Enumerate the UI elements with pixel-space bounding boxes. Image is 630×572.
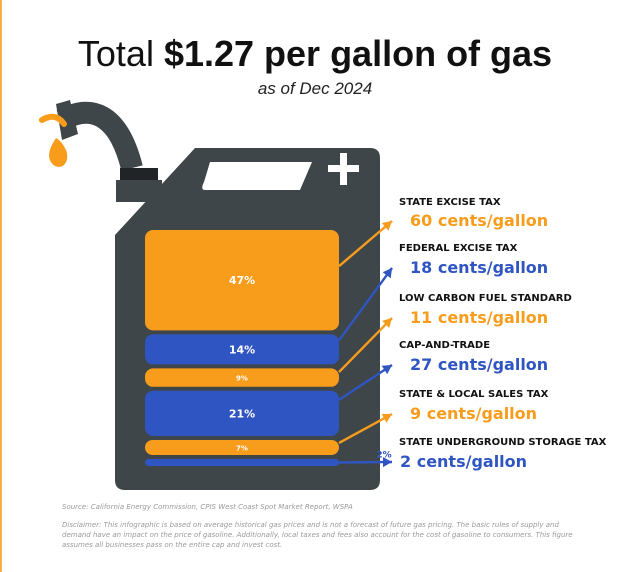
oil-drop-icon (39, 113, 68, 167)
segment-value-2: 18 cents/gallon (410, 258, 549, 277)
segment-arrowhead-2 (382, 268, 392, 279)
segment-arrow-3 (338, 317, 393, 373)
segment-value-1: 60 cents/gallon (410, 211, 549, 230)
segment-bar-3 (145, 368, 339, 387)
left-accent-rule (0, 0, 2, 572)
segment-percent-3: 9% (236, 375, 248, 383)
segment-value-3: 11 cents/gallon (410, 308, 549, 327)
segment-arrow-1 (338, 220, 393, 268)
segment-bar-4 (145, 390, 339, 436)
segment-bar-2 (145, 334, 339, 365)
chart-arrows (338, 220, 393, 468)
chart-segments: 47% 14% 9% 21% 7% 2% (145, 230, 392, 466)
segment-name-1: STATE EXCISE TAX (399, 197, 501, 208)
segment-value-4: 27 cents/gallon (410, 355, 549, 374)
segment-bar-5 (145, 439, 339, 455)
segment-percent-1: 47% (229, 274, 255, 287)
segment-arrowhead-5 (381, 413, 392, 423)
segment-value-6: 2 cents/gallon (400, 452, 528, 471)
segment-percent-4: 21% (229, 407, 255, 420)
segment-arrow-2 (338, 267, 393, 342)
chart-title: Total $1.27 per gallon of gas (77, 33, 553, 74)
chart-subtitle: as of Dec 2024 (257, 79, 373, 98)
segment-arrow-5 (338, 412, 393, 445)
segment-percent-2: 14% (229, 343, 255, 356)
segment-percent-6: 2% (376, 451, 391, 461)
segment-bar-6 (145, 459, 339, 466)
source-note: Source: California Energy Commission, CP… (62, 503, 353, 511)
segment-name-3: LOW CARBON FUEL STANDARD (399, 293, 572, 304)
segment-value-5: 9 cents/gallon (410, 404, 538, 423)
segment-name-6: STATE UNDERGROUND STORAGE TAX (399, 437, 607, 448)
segment-arrowhead-3 (382, 318, 392, 328)
segment-arrowhead-4 (381, 365, 392, 375)
segment-percent-5: 7% (236, 444, 248, 452)
segment-arrow-4 (338, 363, 393, 401)
segment-bar-1 (145, 230, 339, 331)
segment-name-5: STATE & LOCAL SALES TAX (399, 389, 549, 400)
segment-arrowhead-6 (382, 457, 392, 468)
segment-name-4: CAP-AND-TRADE (399, 340, 491, 351)
disclaimer-note: Disclaimer: This infographic is based on… (62, 521, 573, 549)
segment-arrowhead-1 (381, 221, 392, 231)
segment-name-2: FEDERAL EXCISE TAX (399, 243, 518, 254)
plus-icon (328, 153, 359, 185)
nozzle-icon (56, 100, 162, 202)
